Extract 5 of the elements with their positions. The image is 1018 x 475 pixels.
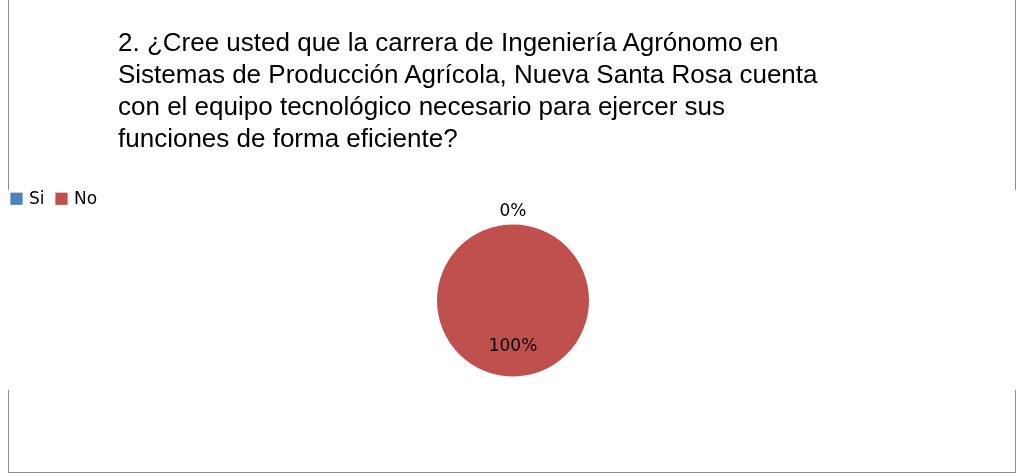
legend-label: No <box>74 187 98 208</box>
legend-label: Si <box>29 187 45 208</box>
chart-title: 2. ¿Cree usted que la carrera de Ingeniería Agrónomo en Sistemas de Producción Agrícola, Nueva Santa Rosa cuenta con el equipo tecnológico necesario para ejercer sus funciones de forma eficiente? <box>118 26 819 154</box>
data-label: 100% <box>488 334 538 355</box>
text: 0% <box>499 200 527 220</box>
